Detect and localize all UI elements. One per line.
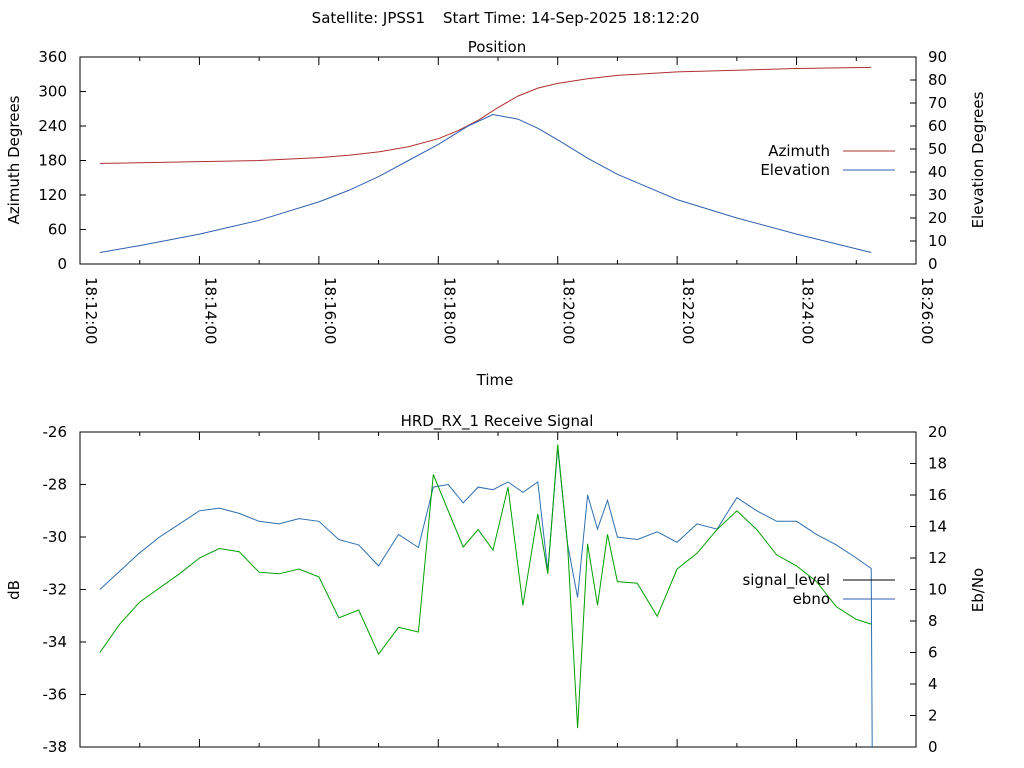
right-tick-label: 8 <box>928 612 938 630</box>
receive-signal-chart: HRD_RX_1 Receive Signal -38-36-34-32-30-… <box>5 412 987 756</box>
right-tick-label: 14 <box>928 518 947 536</box>
left-tick-label: -38 <box>43 738 68 756</box>
azimuth-series-line <box>99 66 872 164</box>
right-tick-label: 40 <box>928 163 947 181</box>
left-tick-label: 60 <box>48 221 67 239</box>
legend-azimuth-label: Azimuth <box>768 142 830 160</box>
signal-ebno-axis: 0 2 4 6 8 10 12 14 16 18 20 <box>910 423 947 756</box>
elevation-series-line <box>99 113 872 253</box>
right-tick-label: 16 <box>928 486 947 504</box>
legend-elevation-label: Elevation <box>760 161 830 179</box>
right-tick-label: 10 <box>928 581 947 599</box>
left-tick-label: -28 <box>43 476 68 494</box>
position-elevation-axis: 0 10 20 30 40 50 60 70 80 90 <box>910 48 947 273</box>
ebno-series-line <box>99 444 872 729</box>
right-tick-label: 60 <box>928 117 947 135</box>
legend-ebno-label: ebno <box>793 590 830 608</box>
right-tick-label: 50 <box>928 140 947 158</box>
db-axis-label: dB <box>5 580 23 600</box>
left-tick-label: -30 <box>43 528 68 546</box>
time-tick-label: 18:14:00 <box>201 277 219 344</box>
signal-plot-frame <box>79 431 917 748</box>
time-tick-label: 18:12:00 <box>82 277 100 344</box>
time-tick-label: 18:26:00 <box>918 277 936 344</box>
right-tick-label: 90 <box>928 48 947 66</box>
right-tick-label: 10 <box>928 232 947 250</box>
right-tick-label: 20 <box>928 423 947 441</box>
signal-time-axis <box>79 432 917 747</box>
time-tick-label: 18:22:00 <box>679 277 697 344</box>
left-tick-label: -32 <box>43 581 68 599</box>
signal-level-series-line <box>99 447 873 748</box>
left-tick-label: 360 <box>38 48 67 66</box>
legend-signal-level-label: signal_level <box>742 571 830 590</box>
time-tick-label: 18:16:00 <box>321 277 339 344</box>
receive-signal-title: HRD_RX_1 Receive Signal <box>401 412 594 431</box>
right-tick-label: 80 <box>928 71 947 89</box>
azimuth-axis-label: Azimuth Degrees <box>5 95 23 224</box>
left-tick-label: 240 <box>38 117 67 135</box>
right-tick-label: 0 <box>928 738 938 756</box>
signal-db-axis: -38 -36 -34 -32 -30 -28 -26 <box>43 423 86 756</box>
time-axis-label: Time <box>476 371 514 389</box>
right-tick-label: 20 <box>928 209 947 227</box>
right-tick-label: 18 <box>928 455 947 473</box>
time-tick-label: 18:18:00 <box>440 277 458 344</box>
right-tick-label: 4 <box>928 675 938 693</box>
right-tick-label: 12 <box>928 549 947 567</box>
time-tick-label: 18:24:00 <box>799 277 817 344</box>
position-time-axis: 18:12:00 18:14:00 18:16:00 18:18:00 18:20:00… <box>79 57 936 344</box>
left-tick-label: 300 <box>38 83 67 101</box>
position-title: Position <box>468 38 526 56</box>
left-tick-label: -34 <box>43 633 68 651</box>
left-tick-label: -36 <box>43 686 68 704</box>
ebno-axis-label: Eb/No <box>969 568 987 612</box>
satellite-label: Satellite: JPSS1 <box>312 9 425 27</box>
right-tick-label: 2 <box>928 707 938 725</box>
right-tick-label: 30 <box>928 186 947 204</box>
start-time-label: Start Time: 14-Sep-2025 18:12:20 <box>443 9 699 27</box>
right-tick-label: 6 <box>928 644 938 662</box>
left-tick-label: 180 <box>38 152 67 170</box>
left-tick-label: 120 <box>38 186 67 204</box>
elevation-axis-label: Elevation Degrees <box>969 91 987 228</box>
position-chart: Position 0 60 120 180 240 300 360 0 10 20 30 40 50 6… <box>5 38 987 389</box>
left-tick-label: -26 <box>43 423 68 441</box>
left-tick-label: 0 <box>57 255 67 273</box>
right-tick-label: 70 <box>928 94 947 112</box>
time-tick-label: 18:20:00 <box>560 277 578 344</box>
position-azimuth-axis: 0 60 120 180 240 300 360 <box>38 48 86 273</box>
right-tick-label: 0 <box>928 255 938 273</box>
